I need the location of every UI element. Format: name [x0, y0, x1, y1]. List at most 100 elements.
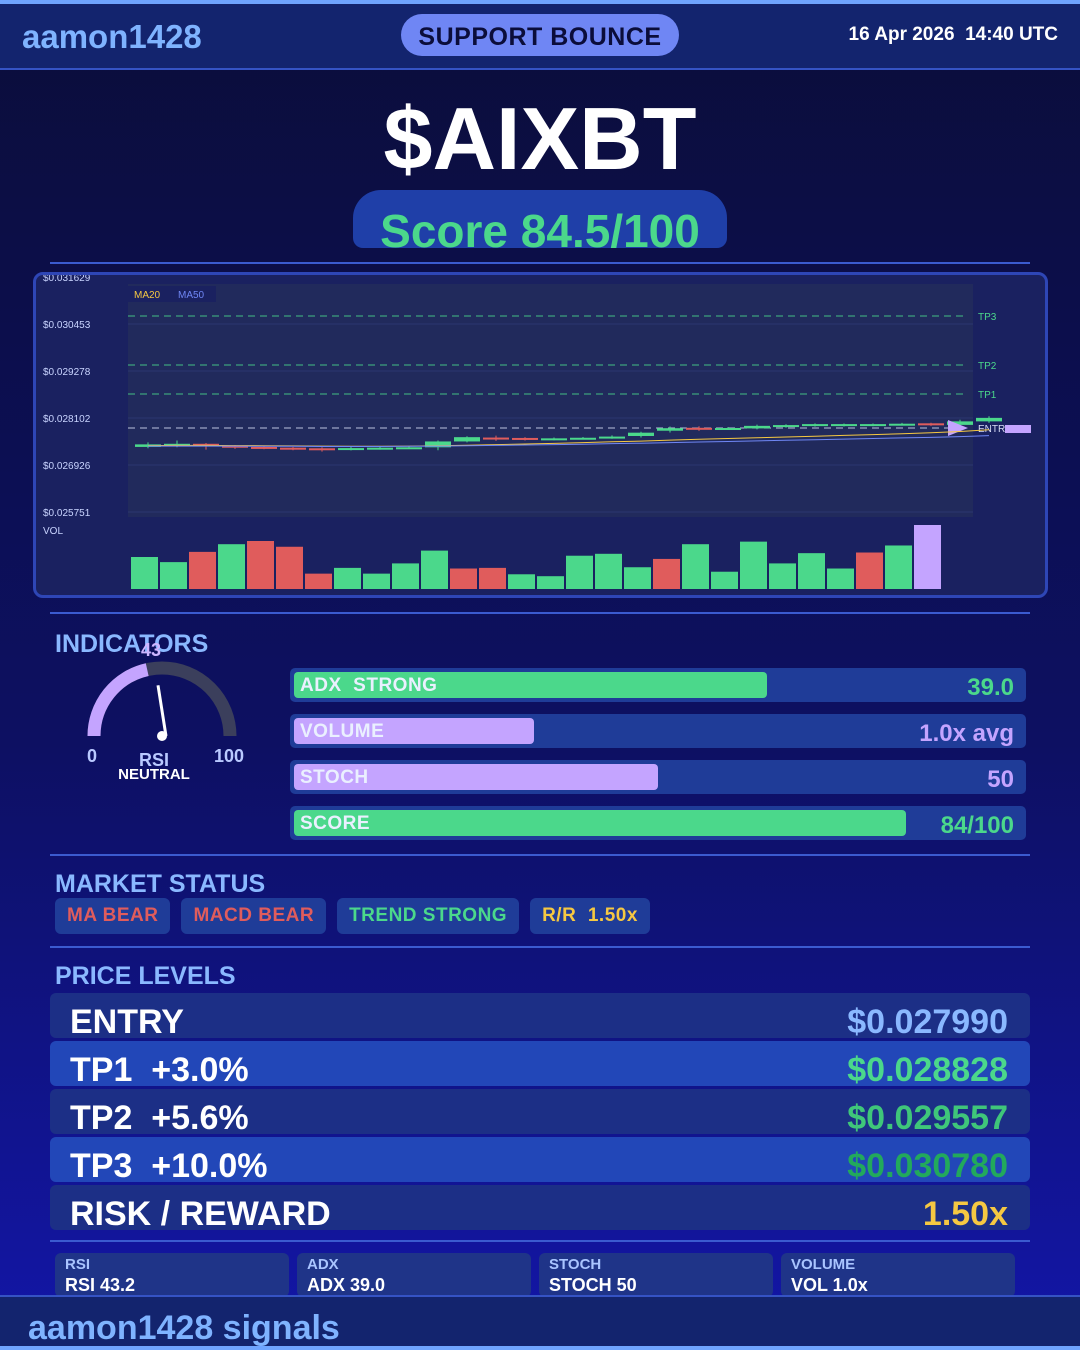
candle-body — [541, 438, 567, 441]
y-tick-label: $0.030453 — [43, 320, 91, 331]
price-chart: MA20 MA50 $0.031629 $0.030453 $0.029278 $0.02… — [33, 272, 1048, 598]
candle-body — [947, 421, 973, 425]
y-tick-label: $0.029278 — [43, 367, 91, 378]
stat-value: VOL 1.0x — [791, 1275, 868, 1295]
bar-label: SCORE — [300, 813, 371, 834]
candle-body — [831, 424, 857, 427]
level-label: TP3 +10.0% — [70, 1147, 268, 1185]
candle-body — [309, 448, 335, 451]
candle-body — [570, 437, 596, 440]
candle-body — [860, 424, 886, 427]
ticker-symbol: $AIXBT — [383, 89, 697, 188]
level-label: TP1 +3.0% — [70, 1051, 249, 1089]
y-tick-label: $0.028102 — [43, 414, 91, 425]
divider — [50, 946, 1030, 948]
footer-brand: aamon1428 signals — [28, 1309, 340, 1347]
gauge-needle — [156, 685, 168, 737]
gauge-pivot — [157, 731, 167, 741]
header: aamon1428 SUPPORT BOUNCE 16 Apr 2026 14:… — [0, 4, 1080, 70]
volume-bar — [247, 541, 274, 589]
volume-bar — [160, 562, 187, 589]
indicators-title: INDICATORS — [55, 630, 209, 658]
gauge-label: RSI — [138, 750, 169, 770]
candle-body — [338, 448, 364, 451]
rsi-gauge — [87, 661, 237, 741]
candle-body — [483, 437, 509, 440]
volume-bar — [479, 567, 506, 589]
adx-bar: ADX STRONG 39.0 — [290, 668, 1026, 702]
bar-value: 1.0x avg — [919, 720, 1014, 747]
candle-body — [686, 427, 712, 430]
candle-body — [628, 432, 654, 436]
candle-body — [222, 445, 248, 448]
volume-bar — [392, 563, 419, 589]
divider — [50, 612, 1030, 614]
bar-fill — [294, 764, 658, 790]
volume-bar — [624, 567, 651, 589]
legend-box — [128, 286, 216, 302]
gauge-value-arc — [87, 663, 149, 737]
stat-value: STOCH 50 — [549, 1275, 637, 1295]
candle-body — [251, 446, 277, 449]
volume-bar — [885, 545, 912, 589]
stoch-bar: STOCH 50 — [290, 760, 1026, 794]
candle-body — [396, 447, 422, 450]
stat-value: RSI 43.2 — [65, 1275, 136, 1295]
footer: aamon1428 signals — [0, 1295, 1080, 1350]
level-value: $0.029557 — [847, 1099, 1008, 1137]
volume-label: VOL — [43, 526, 63, 537]
y-tick-label: $0.026926 — [43, 461, 91, 472]
status-badge-rr: R/R 1.50x — [530, 898, 650, 934]
y-tick-label: $0.031629 — [43, 275, 91, 284]
volume-bar — [450, 568, 477, 589]
volume-bar — [131, 557, 158, 589]
stat-card-stoch: STOCH STOCH 50 — [539, 1253, 773, 1297]
gauge-state: NEUTRAL — [118, 766, 190, 783]
bottom-accent-line — [0, 1346, 1080, 1350]
stat-card-adx: ADX ADX 39.0 — [297, 1253, 531, 1297]
candle-body — [512, 437, 538, 440]
candle-body — [454, 437, 480, 442]
bar-value: 39.0 — [967, 674, 1014, 701]
bar-fill — [294, 810, 906, 836]
status-badge-ma: MA BEAR — [55, 898, 171, 934]
volume-bar — [682, 544, 709, 589]
level-value: $0.028828 — [847, 1051, 1008, 1089]
gauge-value: 43 — [140, 640, 162, 660]
price-chart-svg: MA20 MA50 $0.031629 $0.030453 $0.029278 $0.02… — [43, 275, 1031, 589]
stat-key: ADX — [307, 1256, 339, 1273]
candle-body — [889, 423, 915, 426]
ma50-line — [148, 435, 990, 447]
stat-key: VOLUME — [791, 1256, 856, 1273]
candle-body — [744, 425, 770, 429]
volume-bar — [305, 573, 332, 589]
bar-fill — [294, 672, 767, 698]
legend-ma50: MA50 — [178, 290, 205, 301]
status-badge-macd: MACD BEAR — [181, 898, 327, 934]
volume-bar — [798, 553, 825, 589]
level-value: $0.027990 — [847, 1003, 1008, 1041]
level-label: RISK / REWARD — [70, 1195, 331, 1233]
candle-body — [715, 428, 741, 430]
level-value: $0.030780 — [847, 1147, 1008, 1185]
bar-value: 50 — [987, 766, 1014, 793]
volume-bar — [363, 573, 390, 589]
stat-card-volume: VOLUME VOL 1.0x — [781, 1253, 1015, 1297]
bar-fill — [294, 718, 534, 744]
gauge-max: 100 — [214, 746, 245, 766]
volume-bar — [537, 576, 564, 589]
volume-bar — [914, 525, 941, 589]
volume-bar — [711, 571, 738, 589]
timestamp: 16 Apr 2026 14:40 UTC — [848, 24, 1058, 45]
volume-bar — [653, 558, 680, 589]
legend-ma20: MA20 — [134, 290, 161, 301]
candle-body — [599, 436, 625, 439]
level-value: 1.50x — [922, 1195, 1008, 1233]
candle-body — [773, 425, 799, 428]
bar-label: VOLUME — [300, 721, 385, 742]
volume-bar — [769, 563, 796, 589]
price-levels-title: PRICE LEVELS — [55, 962, 236, 990]
divider — [50, 262, 1030, 264]
volume-bar — [189, 551, 216, 589]
score-badge: Score 84.5/100 — [353, 190, 727, 248]
